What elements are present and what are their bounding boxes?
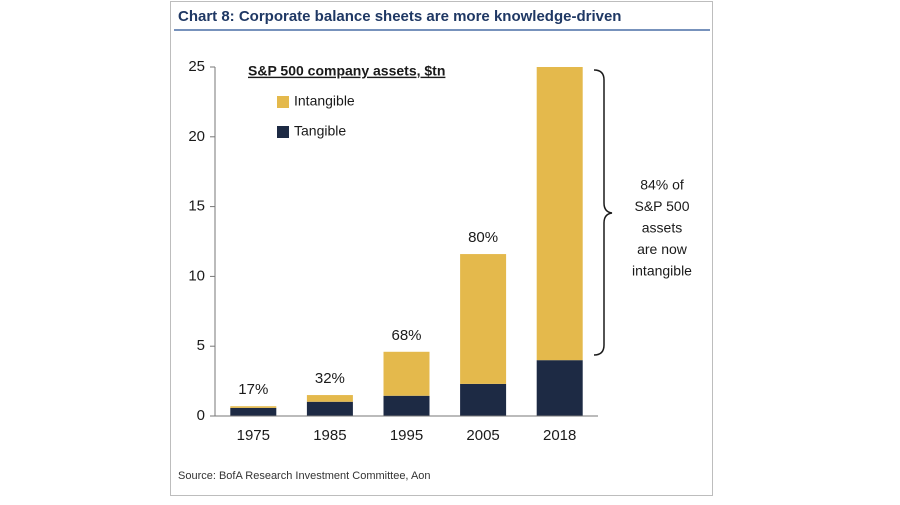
annotation: intangible: [632, 263, 692, 279]
x-tick-label: 2018: [543, 427, 576, 444]
bar-label: 32%: [315, 370, 345, 387]
x-tick-label: 1985: [313, 427, 346, 444]
y-tick-label: 5: [197, 337, 205, 354]
y-tick-label: 15: [188, 198, 205, 215]
bar-segment: [383, 395, 430, 416]
legend-swatch: [277, 126, 289, 138]
bar-segment: [460, 254, 507, 384]
annotation: assets: [642, 220, 682, 236]
annotation: 84% of: [640, 177, 684, 193]
bar-segment: [306, 401, 353, 416]
bar-segment: [230, 406, 277, 408]
bar-segment: [536, 67, 583, 361]
source: Source: BofA Research Investment Committ…: [178, 470, 431, 482]
x-tick-label: 1995: [390, 427, 423, 444]
legend-title: S&P 500 company assets, $tn: [248, 63, 445, 79]
legend-label: Tangible: [294, 123, 346, 139]
x-tick-label: 2005: [466, 427, 499, 444]
y-tick-label: 0: [197, 407, 205, 424]
chart-title: Chart 8: Corporate balance sheets are mo…: [178, 8, 621, 25]
y-tick-label: 20: [188, 128, 205, 145]
bar-label: 80%: [468, 229, 498, 246]
bar-segment: [306, 395, 353, 402]
frame: [170, 1, 713, 496]
legend-label: Intangible: [294, 93, 355, 109]
bar-segment: [230, 407, 277, 416]
y-tick-label: 10: [188, 267, 205, 284]
brace: [593, 69, 613, 356]
y-tick-label: 25: [188, 58, 205, 75]
annotation: S&P 500: [634, 198, 689, 214]
bar-label: 17%: [238, 381, 268, 398]
bar-label: 68%: [391, 327, 421, 344]
bar-segment: [460, 383, 507, 416]
legend-swatch: [277, 96, 289, 108]
x-tick-label: 1975: [237, 427, 270, 444]
bar-segment: [383, 351, 430, 396]
bar-segment: [536, 360, 583, 416]
annotation: are now: [637, 241, 688, 257]
